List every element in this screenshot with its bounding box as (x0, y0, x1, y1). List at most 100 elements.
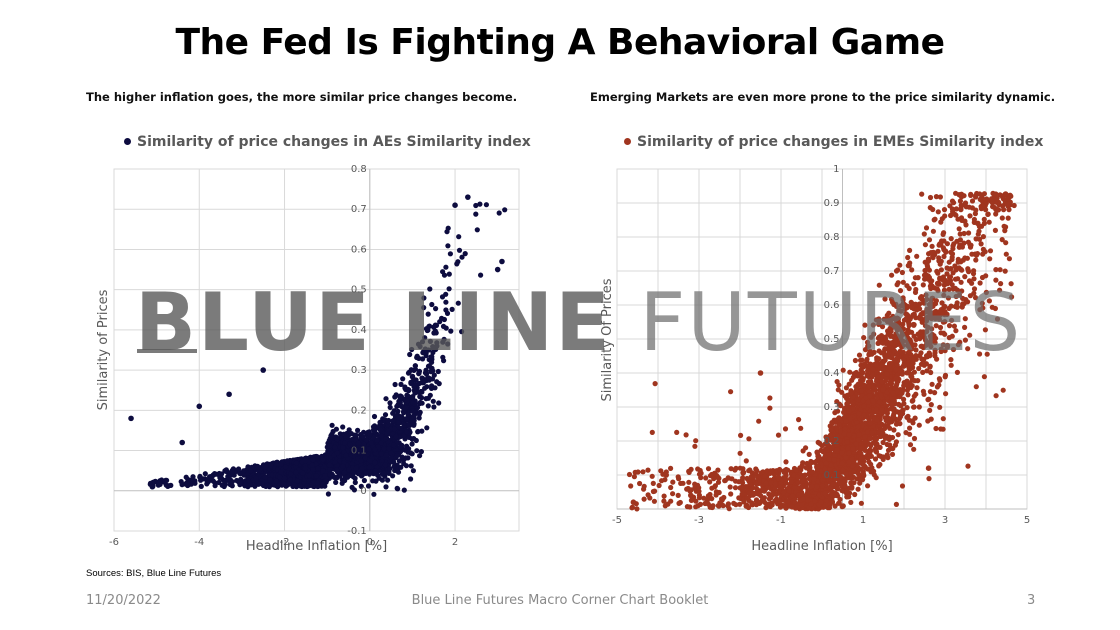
eme-data-point (688, 466, 694, 472)
eme-data-point (674, 429, 680, 435)
eme-data-point (799, 464, 805, 470)
eme-data-point (905, 392, 911, 398)
eme-data-point (956, 226, 962, 232)
eme-data-point (781, 468, 787, 474)
ae-points (128, 194, 508, 497)
eme-data-point (913, 391, 919, 397)
eme-data-point (850, 463, 856, 469)
eme-data-point (964, 255, 971, 261)
eme-data-point (676, 500, 682, 506)
eme-data-point (649, 473, 655, 479)
eme-data-point (936, 376, 943, 382)
eme-data-point (680, 480, 686, 486)
eme-data-point (927, 194, 934, 201)
eme-data-point (743, 458, 749, 464)
ae-data-point (329, 422, 335, 428)
ae-data-point (202, 471, 208, 477)
eme-data-point (782, 426, 789, 432)
eme-data-point (911, 446, 917, 452)
eme-data-point (957, 237, 964, 243)
eme-data-point (725, 501, 732, 507)
eme-data-point (668, 498, 674, 504)
eme-data-point (662, 503, 668, 509)
eme-data-point (640, 469, 646, 475)
eme-data-point (916, 422, 922, 428)
ae-legend-label: Similarity of price changes in AEs Simil… (137, 134, 531, 150)
eme-data-point (909, 398, 915, 404)
eme-data-point (661, 498, 667, 504)
eme-data-point (926, 396, 932, 402)
page-title: The Fed Is Fighting A Behavioral Game (175, 22, 945, 63)
eme-data-point (676, 476, 682, 482)
eme-data-point (670, 491, 676, 497)
eme-data-point (737, 450, 743, 456)
ae-data-point (440, 354, 446, 360)
eme-data-point (943, 391, 949, 397)
eme-data-point (987, 248, 994, 254)
eme-data-point (921, 231, 927, 237)
ae-data-point (420, 356, 426, 362)
eme-data-point (897, 394, 903, 400)
left-chart-subtitle: The higher inflation goes, the more simi… (86, 90, 518, 104)
eme-data-point (736, 495, 742, 501)
eme-data-point (872, 446, 878, 452)
eme-data-point (954, 369, 961, 375)
ae-legend-marker (124, 137, 131, 145)
eme-data-point (641, 486, 647, 492)
eme-data-point (767, 405, 773, 411)
ae-data-point (496, 210, 502, 216)
eme-data-point (766, 496, 773, 502)
eme-chart-legend: Similarity of price changes in EMEs Simi… (624, 134, 1043, 150)
eme-data-point (928, 402, 934, 408)
eme-data-point (973, 384, 979, 390)
eme-data-point (746, 436, 752, 442)
eme-data-point (914, 253, 920, 259)
eme-data-point (890, 407, 896, 413)
eme-data-point (728, 389, 734, 395)
eme-data-point (635, 469, 641, 475)
eme-data-point (768, 468, 774, 474)
ae-data-point (401, 461, 407, 467)
eme-data-point (957, 231, 963, 237)
ae-data-point (192, 480, 198, 486)
eme-data-point (704, 500, 710, 506)
eme-data-point (626, 471, 633, 478)
eme-data-point (767, 395, 773, 401)
eme-data-point (923, 225, 930, 231)
eme-data-point (911, 435, 918, 442)
eme-data-point (940, 231, 946, 237)
eme-data-point (650, 480, 656, 486)
eme-data-point (937, 404, 943, 410)
eme-data-point (839, 487, 845, 494)
eme-data-point (958, 207, 964, 213)
ae-data-point (416, 415, 422, 421)
eme-data-point (933, 425, 939, 432)
ae-data-point (435, 368, 441, 375)
ae-data-point (400, 376, 406, 382)
eme-data-point (693, 438, 699, 444)
eme-data-point (726, 506, 732, 512)
ae-data-point (473, 202, 479, 209)
eme-data-point (999, 215, 1005, 221)
ae-data-point (443, 264, 449, 270)
eme-data-point (966, 204, 972, 210)
eme-data-point (948, 236, 954, 242)
eme-data-point (929, 381, 935, 387)
eme-data-point (775, 432, 782, 438)
eme-data-point (921, 391, 927, 397)
ae-data-point (433, 306, 439, 312)
eme-data-point (973, 257, 979, 263)
ae-data-point (456, 234, 462, 240)
eme-data-point (727, 484, 733, 490)
eme-data-point (967, 213, 973, 219)
ae-data-point (477, 201, 483, 207)
eme-data-point (652, 381, 658, 387)
eme-data-point (848, 499, 854, 505)
eme-data-point (844, 494, 850, 500)
eme-data-point (899, 269, 906, 276)
eme-data-point (965, 463, 971, 469)
eme-data-point (798, 425, 804, 431)
eme-data-point (789, 493, 796, 499)
eme-data-point (951, 241, 957, 247)
